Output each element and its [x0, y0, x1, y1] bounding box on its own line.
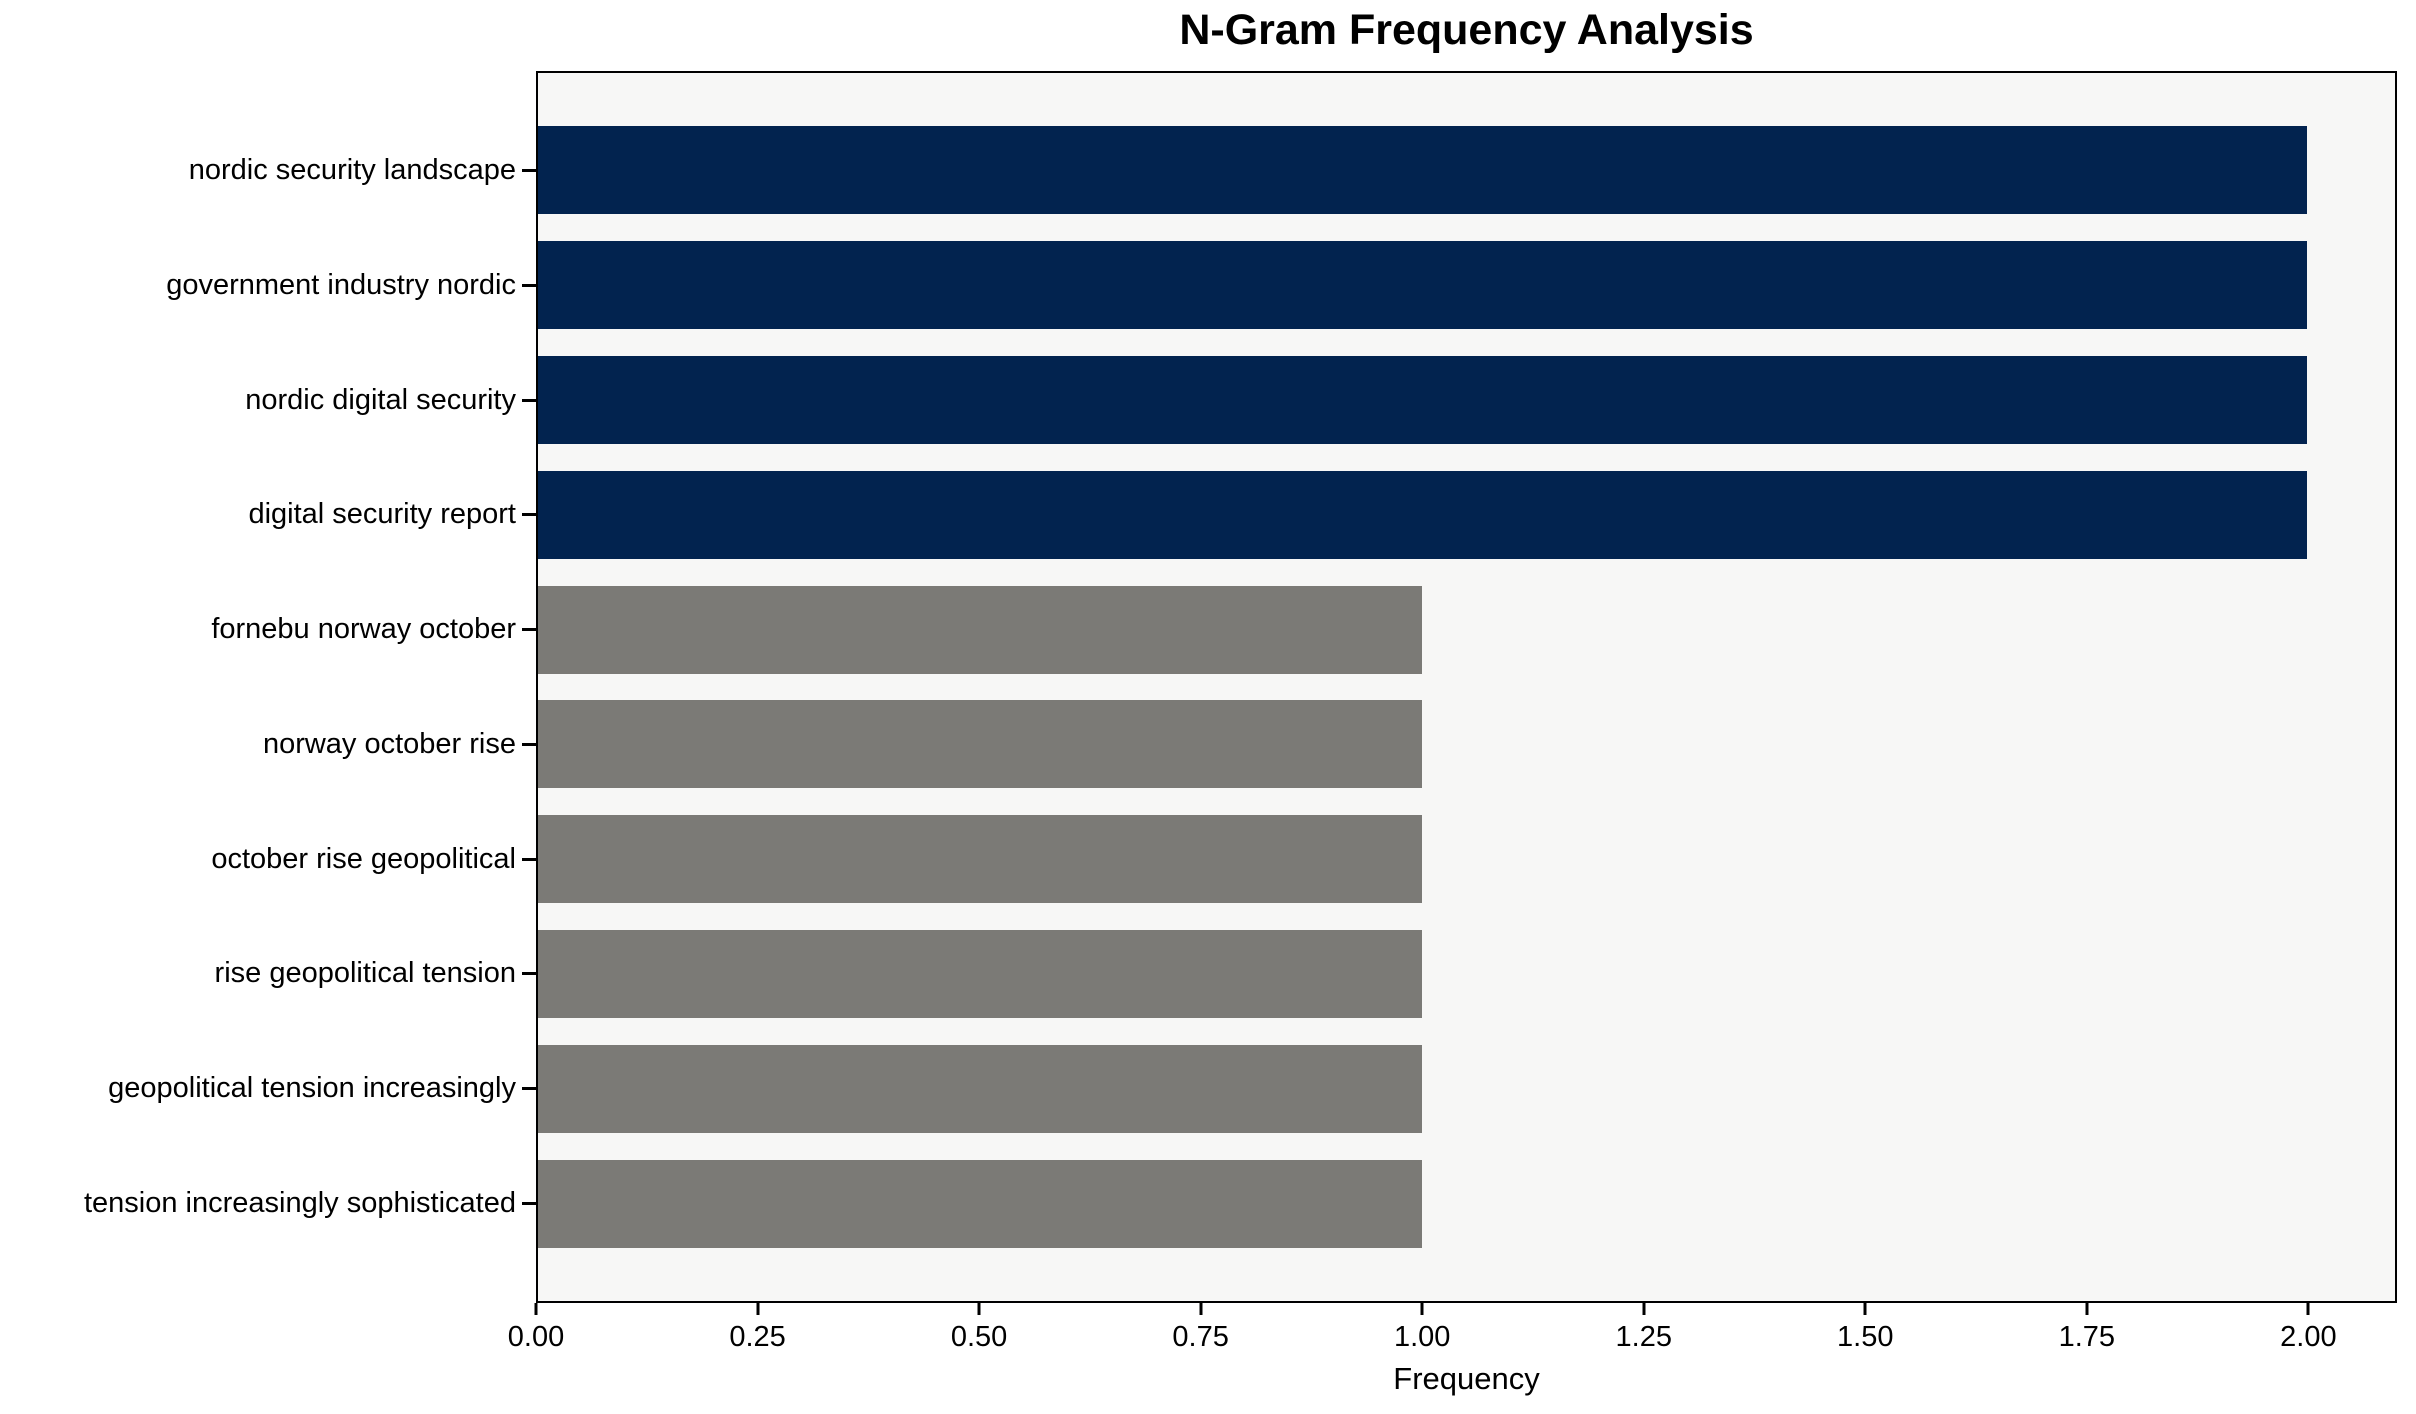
- y-tick-cell: [522, 228, 536, 343]
- y-axis-label-cell: fornebu norway october: [0, 572, 516, 687]
- y-axis-label-cell: digital security report: [0, 458, 516, 573]
- x-tick-mark: [756, 1303, 760, 1315]
- y-axis-label-cell: tension increasingly sophisticated: [0, 1146, 516, 1261]
- y-axis-labels: nordic security landscape government indu…: [0, 114, 516, 1261]
- y-tick-cell: [522, 572, 536, 687]
- y-tick-cell: [522, 916, 536, 1031]
- y-tick-cell: [522, 687, 536, 802]
- frequency-bar: [538, 241, 2307, 330]
- x-tick-label: 1.50: [1837, 1321, 1894, 1353]
- y-axis-label-cell: october rise geopolitical: [0, 802, 516, 917]
- y-tick-cell: [522, 1031, 536, 1146]
- y-tick-mark: [522, 513, 536, 517]
- x-axis-tick-labels: 0.00 0.25 0.50 0.75 1.00 1.25 1.50 1.75 2.00: [508, 1321, 2397, 1355]
- frequency-bar: [538, 1159, 1423, 1248]
- y-tick-cell: [522, 114, 536, 229]
- y-axis-label-cell: rise geopolitical tension: [0, 916, 516, 1031]
- x-tick-label: 0.50: [950, 1321, 1008, 1353]
- y-tick-mark: [522, 972, 536, 976]
- bar-row: [538, 687, 2395, 802]
- x-tick-label: 1.75: [2058, 1321, 2116, 1353]
- y-tick-mark: [522, 398, 536, 402]
- x-tick-mark: [1863, 1303, 1867, 1315]
- x-tick-label: 1.25: [1615, 1321, 1672, 1353]
- y-tick-mark: [522, 169, 536, 173]
- y-axis-label-cell: nordic digital security: [0, 343, 516, 458]
- y-tick-mark: [522, 628, 536, 632]
- bar-row: [538, 113, 2395, 228]
- x-tick-mark: [1420, 1303, 1424, 1315]
- y-axis-label: nordic security landscape: [188, 154, 516, 187]
- frequency-bar: [538, 1044, 1423, 1133]
- chart-title: N-Gram Frequency Analysis: [1179, 6, 1754, 54]
- y-axis-label: rise geopolitical tension: [214, 957, 516, 990]
- y-axis-label: october rise geopolitical: [211, 842, 516, 875]
- x-tick-label: 0.75: [1172, 1321, 1229, 1353]
- x-tick-mark: [977, 1303, 981, 1315]
- x-tick-mark: [2306, 1303, 2310, 1315]
- bar-row: [538, 917, 2395, 1032]
- y-axis-ticks: [522, 114, 536, 1261]
- x-tick-mark: [1199, 1303, 1203, 1315]
- frequency-bar: [538, 126, 2307, 215]
- y-tick-mark: [522, 857, 536, 861]
- bar-row: [538, 343, 2395, 458]
- x-tick-label: 1.00: [1393, 1321, 1451, 1353]
- y-tick-cell: [522, 343, 536, 458]
- x-axis-ticks: [534, 1303, 2397, 1315]
- y-axis-label-cell: nordic security landscape: [0, 114, 516, 229]
- y-axis-label-cell: geopolitical tension increasingly: [0, 1031, 516, 1146]
- x-tick-mark: [1642, 1303, 1646, 1315]
- bar-row: [538, 457, 2395, 572]
- frequency-bar: [538, 700, 1423, 789]
- y-tick-mark: [522, 1201, 536, 1205]
- x-tick-label: 2.00: [2280, 1321, 2337, 1353]
- y-tick-cell: [522, 802, 536, 917]
- frequency-bar: [538, 929, 1423, 1018]
- bar-row: [538, 1146, 2395, 1261]
- y-axis-label: geopolitical tension increasingly: [108, 1071, 516, 1104]
- frequency-bar: [538, 585, 1423, 674]
- y-tick-cell: [522, 458, 536, 573]
- y-tick-mark: [522, 1086, 536, 1090]
- y-axis-label: digital security report: [248, 498, 516, 531]
- y-axis-label: nordic digital security: [245, 383, 516, 416]
- frequency-bar: [538, 355, 2307, 444]
- y-axis-label: fornebu norway october: [211, 613, 516, 646]
- y-axis-label-cell: government industry nordic: [0, 228, 516, 343]
- y-axis-label-cell: norway october rise: [0, 687, 516, 802]
- y-axis-label: tension increasingly sophisticated: [83, 1186, 516, 1219]
- bar-row: [538, 802, 2395, 917]
- y-axis-label: norway october rise: [262, 727, 516, 760]
- y-tick-cell: [522, 1146, 536, 1261]
- x-tick-label: 0.00: [507, 1321, 565, 1353]
- bar-row: [538, 572, 2395, 687]
- bar-row: [538, 228, 2395, 343]
- y-tick-mark: [522, 742, 536, 746]
- bar-row: [538, 1031, 2395, 1146]
- frequency-bar: [538, 470, 2307, 559]
- frequency-bar: [538, 815, 1423, 904]
- plot-area: [536, 71, 2397, 1303]
- y-tick-mark: [522, 284, 536, 288]
- y-axis-label: government industry nordic: [166, 269, 516, 302]
- x-tick-mark: [2085, 1303, 2089, 1315]
- x-axis-label: Frequency: [1393, 1361, 1540, 1396]
- x-tick-label: 0.25: [729, 1321, 786, 1353]
- x-tick-mark: [534, 1303, 538, 1315]
